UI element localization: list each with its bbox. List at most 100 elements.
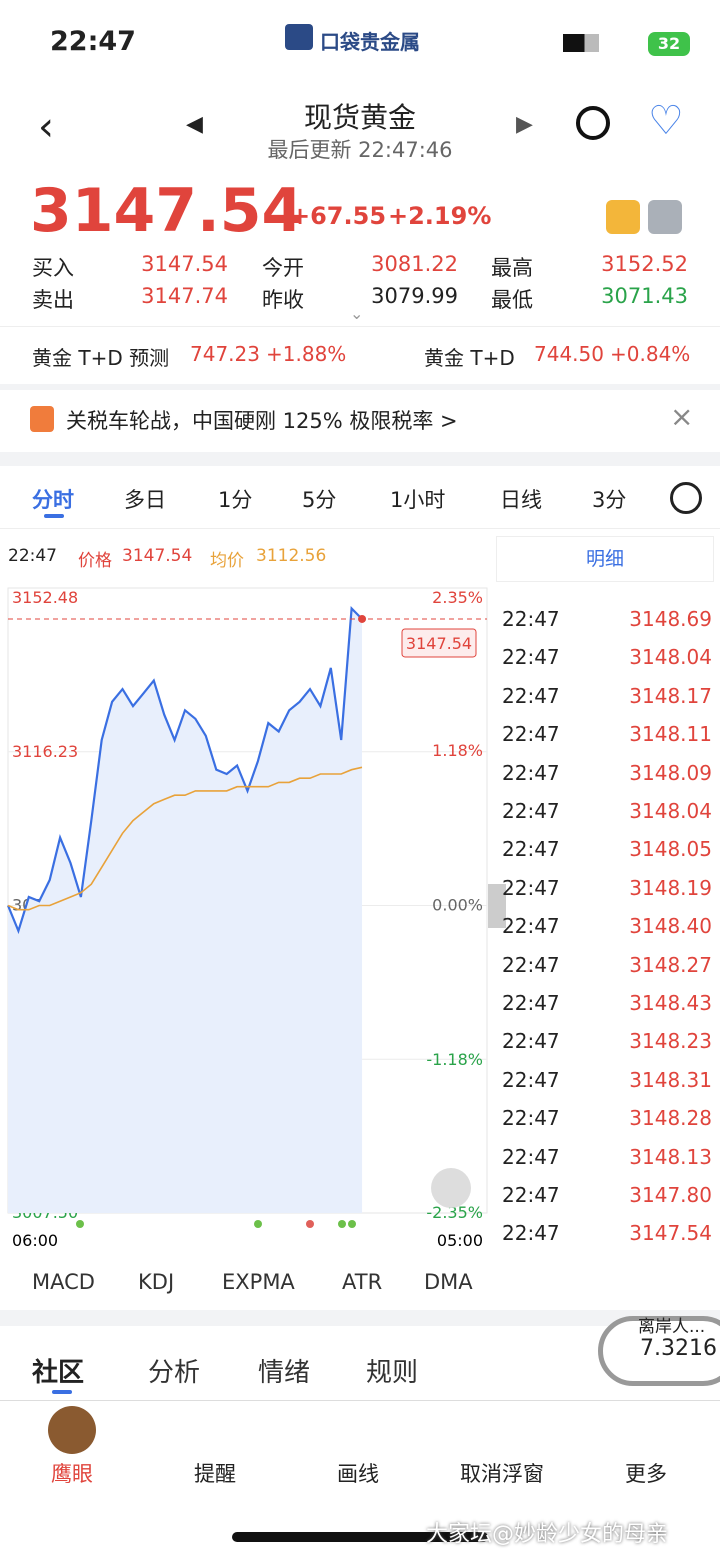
- nav-item[interactable]: 画线: [337, 1462, 379, 1486]
- legend-value: 3147.54: [122, 546, 193, 566]
- separator: [0, 452, 720, 466]
- detail-time: 22:47: [502, 722, 560, 747]
- favorite[interactable]: ♡: [648, 98, 684, 144]
- y2-tick-label: -1.18%: [426, 1050, 483, 1069]
- detail-time: 22:47: [502, 1029, 560, 1054]
- y2-tick-label: 2.35%: [432, 588, 483, 607]
- stat-label: 最低: [491, 288, 533, 312]
- separator: [0, 384, 720, 390]
- price: 3147.54: [30, 176, 304, 246]
- sub-tab[interactable]: 社区: [32, 1358, 85, 1388]
- sub-tab[interactable]: 规则: [366, 1358, 419, 1388]
- tab[interactable]: 分时: [32, 488, 74, 512]
- stat-label: 昨收: [262, 288, 304, 312]
- nav-item[interactable]: 提醒: [194, 1462, 236, 1486]
- separator: [0, 1310, 720, 1326]
- y2-tick-label: 0.00%: [432, 896, 483, 915]
- back[interactable]: ‹: [38, 104, 54, 150]
- y2-tick-label: -2.35%: [426, 1203, 483, 1222]
- tab[interactable]: 3分: [592, 488, 627, 512]
- current-dot: [358, 614, 367, 623]
- collapse[interactable]: [488, 884, 506, 928]
- app-name: 口袋贵金属: [320, 30, 420, 54]
- indicator[interactable]: MACD: [32, 1270, 95, 1294]
- indicator[interactable]: EXPMA: [222, 1270, 295, 1294]
- detail-time: 22:47: [502, 1067, 560, 1092]
- chart: 口袋贵金属3007.503043.743079.993116.233152.48…: [6, 587, 488, 1250]
- td-value: 747.23: [190, 342, 260, 366]
- td-name: 黄金 T+D 预测: [32, 346, 170, 370]
- event-dot: [306, 1220, 314, 1228]
- search[interactable]: [576, 106, 610, 140]
- close[interactable]: ×: [670, 400, 694, 433]
- stat-value: 3079.99: [371, 284, 458, 308]
- legend-label: 价格: [78, 551, 112, 571]
- detail-price: 3148.05: [629, 837, 712, 862]
- tab[interactable]: 日线: [500, 488, 542, 512]
- stat-value: 3147.54: [141, 252, 228, 276]
- detail-time: 22:47: [502, 991, 560, 1015]
- detail-price: 3148.28: [629, 1106, 712, 1131]
- icon[interactable]: [606, 200, 640, 234]
- float-value: 7.3216: [640, 1336, 717, 1361]
- float-widget[interactable]: [598, 1316, 720, 1386]
- y2-tick-label: 1.18%: [432, 741, 483, 760]
- stat-value: 3147.74: [141, 284, 228, 308]
- event-dot: [348, 1220, 356, 1228]
- detail-time: 22:47: [502, 1183, 560, 1207]
- detail-time: 22:47: [502, 952, 560, 977]
- detail-price: 3148.69: [629, 607, 712, 631]
- detail-title[interactable]: 明细: [496, 536, 714, 582]
- detail-price: 3147.54: [629, 1221, 712, 1246]
- app-logo: [285, 24, 313, 50]
- event-dot: [76, 1220, 84, 1228]
- tab[interactable]: 5分: [302, 488, 337, 512]
- divider: [0, 326, 720, 327]
- series-line: [7, 766, 363, 911]
- prev[interactable]: ◀: [186, 112, 203, 137]
- status-time: 22:47: [50, 26, 136, 57]
- stat-label: 卖出: [32, 288, 74, 312]
- nav-item[interactable]: 鹰眼: [51, 1462, 93, 1486]
- detail-price: 3148.40: [629, 914, 712, 939]
- icon[interactable]: [648, 200, 682, 234]
- indicator[interactable]: ATR: [342, 1270, 383, 1294]
- legend-value: 3112.56: [256, 546, 327, 566]
- tab[interactable]: 1分: [218, 488, 253, 512]
- indicator[interactable]: KDJ: [138, 1270, 175, 1294]
- detail-price: 3148.19: [629, 875, 712, 900]
- detail-time: 22:47: [502, 914, 560, 939]
- next[interactable]: ▶: [516, 112, 533, 137]
- change-pct: +2.19%: [388, 202, 492, 230]
- nav-item[interactable]: 取消浮窗: [460, 1462, 544, 1486]
- x-tick-label: 05:00: [437, 1231, 483, 1250]
- td-pct: +1.88%: [266, 342, 347, 366]
- detail-price: 3148.27: [629, 952, 712, 977]
- detail-price: 3148.23: [629, 1029, 712, 1054]
- news[interactable]: 关税车轮战，中国硬刚 125% 极限税率 >: [66, 409, 458, 433]
- sub-tab[interactable]: 分析: [148, 1358, 201, 1388]
- event-dot: [254, 1220, 262, 1228]
- area: [8, 608, 363, 1213]
- detail-time: 22:47: [502, 1106, 560, 1131]
- stat-label: 今开: [262, 256, 304, 280]
- expand-button[interactable]: [431, 1168, 471, 1208]
- tab[interactable]: 多日: [124, 488, 166, 512]
- detail-price: 3148.04: [629, 645, 712, 670]
- indicator[interactable]: DMA: [424, 1270, 473, 1294]
- settings[interactable]: [670, 482, 702, 514]
- home-indicator: [232, 1532, 488, 1542]
- sub-tab[interactable]: 情绪: [258, 1358, 311, 1388]
- tab[interactable]: 1小时: [390, 488, 446, 512]
- watermark: 大家坛@妙龄少女的母亲: [426, 1522, 669, 1547]
- expand[interactable]: ⌄: [350, 304, 364, 323]
- detail-time: 22:47: [502, 645, 560, 670]
- detail-price: 3148.13: [629, 1144, 712, 1169]
- detail-price: 3148.11: [629, 722, 712, 747]
- title: 现货黄金: [303, 101, 416, 134]
- detail-price: 3148.09: [629, 760, 712, 785]
- nav-item[interactable]: 更多: [625, 1462, 667, 1486]
- x-tick-label: 06:00: [12, 1231, 58, 1250]
- detail-time: 22:47: [502, 1144, 560, 1169]
